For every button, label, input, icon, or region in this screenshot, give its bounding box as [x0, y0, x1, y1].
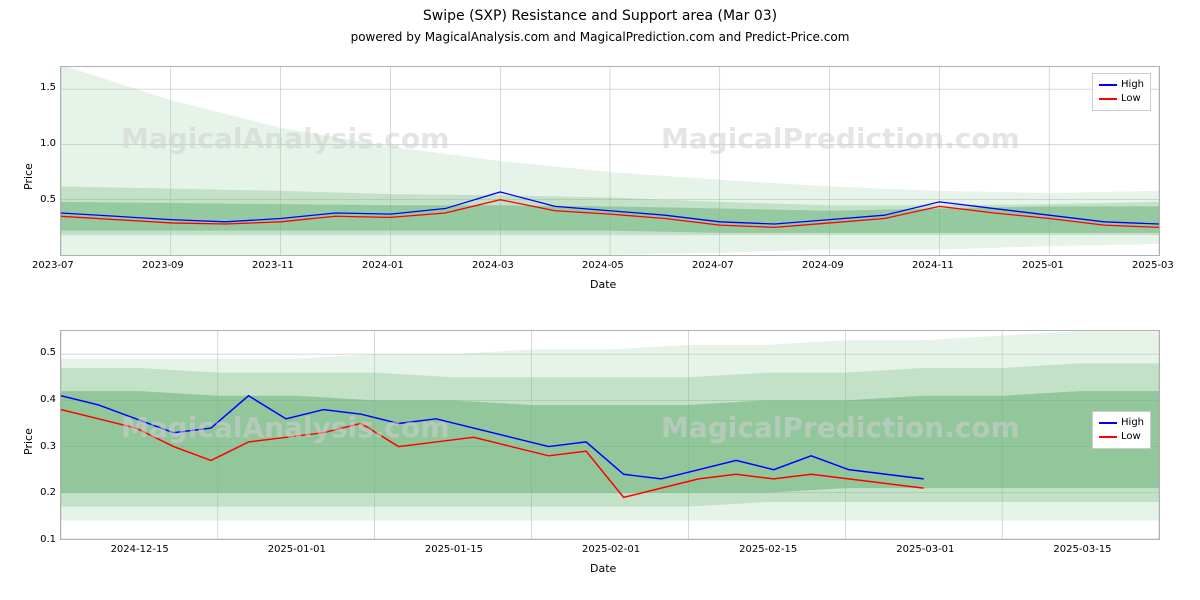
y-tick-label: 0.2	[28, 487, 56, 498]
legend-swatch-low	[1099, 436, 1117, 438]
x-tick-label: 2025-03-15	[1053, 544, 1111, 555]
legend: High Low	[1092, 411, 1151, 449]
x-tick-label: 2024-07	[692, 260, 734, 271]
x-tick-label: 2025-01-15	[425, 544, 483, 555]
bottom-chart-svg	[61, 331, 1159, 539]
legend-item-low: Low	[1099, 92, 1144, 106]
y-tick-label: 0.5	[28, 347, 56, 358]
y-axis-label: Price	[22, 163, 35, 190]
y-tick-label: 0.5	[28, 194, 56, 205]
legend-item-low: Low	[1099, 430, 1144, 444]
x-axis-label: Date	[590, 562, 616, 575]
legend-label: Low	[1121, 92, 1141, 106]
top-chart-panel: High Low MagicalAnalysis.com MagicalPred…	[60, 66, 1160, 256]
chart-title: Swipe (SXP) Resistance and Support area …	[0, 0, 1200, 24]
legend-item-high: High	[1099, 416, 1144, 430]
legend: High Low	[1092, 73, 1151, 111]
legend-swatch-high	[1099, 84, 1117, 86]
x-tick-label: 2025-02-01	[582, 544, 640, 555]
x-tick-label: 2024-11	[912, 260, 954, 271]
y-tick-label: 1.5	[28, 82, 56, 93]
y-tick-label: 0.4	[28, 394, 56, 405]
x-tick-label: 2024-09	[802, 260, 844, 271]
x-tick-label: 2023-07	[32, 260, 74, 271]
chart-subtitle: powered by MagicalAnalysis.com and Magic…	[0, 24, 1200, 44]
figure: Swipe (SXP) Resistance and Support area …	[0, 0, 1200, 600]
legend-label: High	[1121, 78, 1144, 92]
x-tick-label: 2024-12-15	[111, 544, 169, 555]
legend-swatch-high	[1099, 422, 1117, 424]
x-tick-label: 2025-03	[1132, 260, 1174, 271]
legend-label: High	[1121, 416, 1144, 430]
x-tick-label: 2024-03	[472, 260, 514, 271]
y-tick-label: 0.1	[28, 534, 56, 545]
y-tick-label: 1.0	[28, 138, 56, 149]
x-axis-label: Date	[590, 278, 616, 291]
top-chart-svg	[61, 67, 1159, 255]
x-tick-label: 2023-09	[142, 260, 184, 271]
y-tick-label: 0.3	[28, 441, 56, 452]
x-tick-label: 2025-03-01	[896, 544, 954, 555]
bottom-chart-panel: High Low MagicalAnalysis.com MagicalPred…	[60, 330, 1160, 540]
x-tick-label: 2024-01	[362, 260, 404, 271]
x-tick-label: 2024-05	[582, 260, 624, 271]
legend-item-high: High	[1099, 78, 1144, 92]
legend-swatch-low	[1099, 98, 1117, 100]
x-tick-label: 2025-02-15	[739, 544, 797, 555]
x-tick-label: 2023-11	[252, 260, 294, 271]
x-tick-label: 2025-01	[1022, 260, 1064, 271]
legend-label: Low	[1121, 430, 1141, 444]
x-tick-label: 2025-01-01	[268, 544, 326, 555]
